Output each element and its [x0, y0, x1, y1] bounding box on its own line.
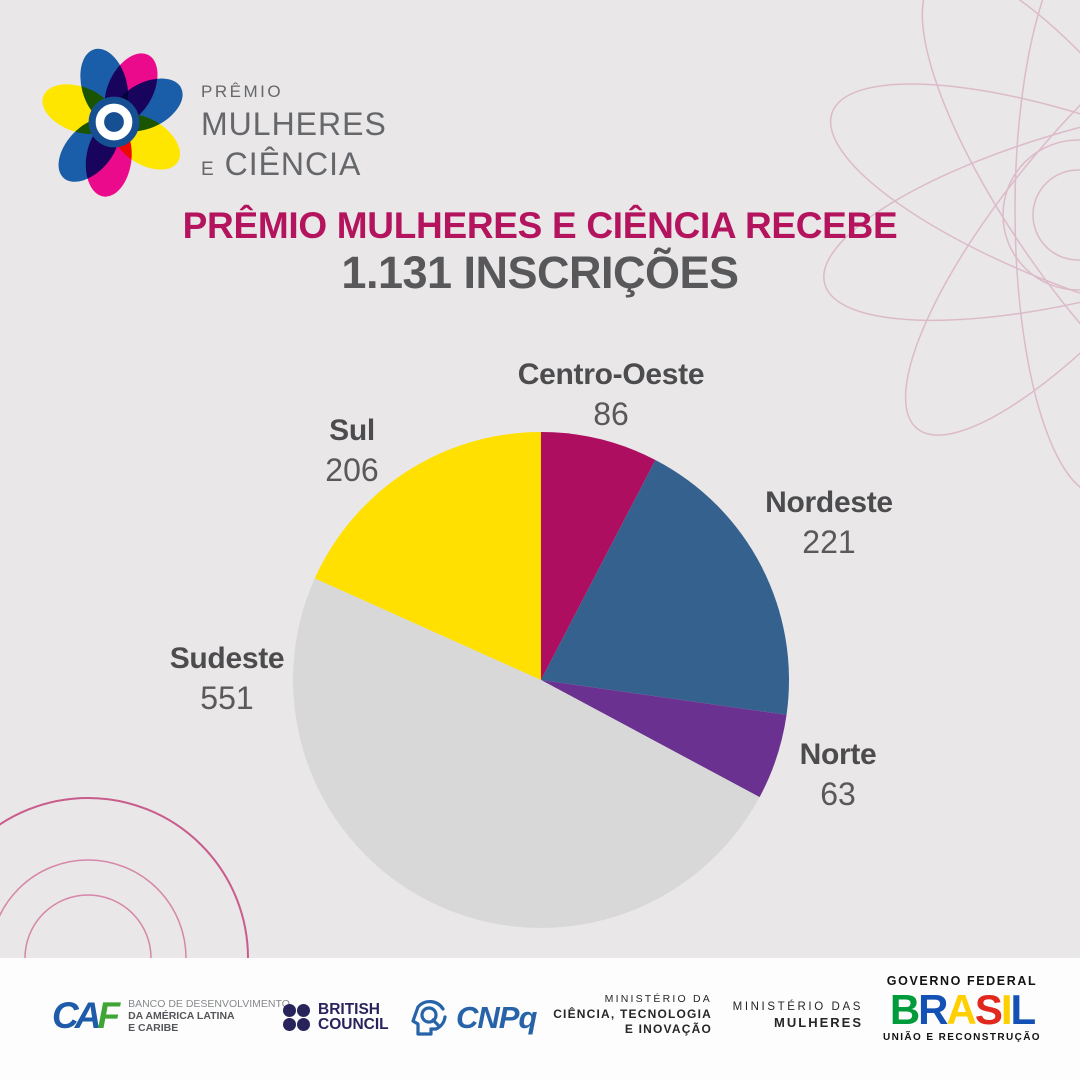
logo-line-mulheres: MULHERES: [201, 106, 387, 142]
award-flower-logo-icon: [42, 48, 183, 197]
caf-logo: CAF BANCO DE DESENVOLVIMENTO DA AMÉRICA …: [52, 995, 290, 1036]
british-council-dots-icon: [283, 1004, 311, 1031]
award-logo-text: PRÊMIO MULHERES E CIÊNCIA: [201, 82, 387, 183]
caf-wordmark: CAF: [52, 995, 120, 1036]
caf-letter: A: [74, 995, 102, 1036]
headline: PRÊMIO MULHERES E CIÊNCIA RECEBE 1.131 I…: [0, 204, 1080, 298]
pie-label-value: 63: [820, 776, 856, 812]
british-council-line: COUNCIL: [318, 1015, 389, 1033]
brasil-letter: A: [946, 986, 977, 1033]
pie-label-value: 206: [325, 452, 379, 488]
cnpq-head-icon: [411, 999, 447, 1036]
headline-line1: PRÊMIO MULHERES E CIÊNCIA RECEBE: [182, 205, 898, 246]
pie-label-value: 551: [200, 680, 254, 716]
pie-slice-sul: [314, 432, 541, 680]
caf-line: BANCO DE DESENVOLVIMENTO: [128, 998, 290, 1010]
ministerio-mulheres-line: MINISTÉRIO DAS: [732, 1001, 863, 1013]
caf-letter: F: [97, 995, 120, 1036]
logo-line-ciencia: E CIÊNCIA: [201, 146, 387, 183]
pie-label-value: 221: [802, 524, 856, 560]
ministerio-mulheres-logo: MINISTÉRIO DAS MULHERES: [733, 1000, 863, 1031]
governo-federal-top: GOVERNO FEDERAL: [886, 974, 1038, 988]
cnpq-logo: CNPq: [408, 996, 537, 1040]
british-council-logo: BRITISH COUNCIL: [283, 1001, 389, 1033]
brasil-letter: L: [1010, 986, 1037, 1033]
pie-slice-nordeste: [541, 459, 790, 715]
caf-letter: C: [52, 995, 79, 1036]
cnpq-wordmark: CNPq: [456, 1000, 537, 1035]
brasil-letter: R: [918, 986, 948, 1033]
caf-line: DA AMÉRICA LATINA: [128, 1010, 235, 1022]
logo-line-ciencia-word: CIÊNCIA: [224, 146, 362, 182]
pie-label-value: 86: [593, 396, 629, 432]
pie-label-name: Centro-Oeste: [517, 358, 705, 391]
ministerio-mulheres-line: MULHERES: [774, 1015, 863, 1030]
pie-label-sul: Sul 206: [212, 414, 492, 489]
pie-label-name: Sudeste: [169, 642, 285, 675]
british-council-text: BRITISH COUNCIL: [318, 1001, 389, 1033]
pie-slice-norte: [541, 680, 787, 798]
headline-line2: 1.131 INSCRIÇÕES: [341, 247, 739, 298]
mcti-line: E INOVAÇÃO: [624, 1022, 712, 1036]
pie-label-sudeste: Sudeste 551: [87, 642, 367, 717]
logo-line-premio: PRÊMIO: [201, 82, 284, 101]
pie-label-nordeste: Nordeste 221: [689, 486, 969, 561]
brasil-letter: S: [974, 986, 1003, 1033]
brasil-letter: I: [1000, 986, 1013, 1033]
pie-slice-centro-oeste: [541, 432, 656, 680]
decorative-flower-outline: [823, 0, 1080, 496]
pie-label-name: Norte: [799, 738, 877, 771]
mcti-line: CIÊNCIA, TECNOLOGIA: [553, 1007, 712, 1021]
pie-label-name: Sul: [329, 414, 375, 447]
logo-line-ciencia-prefix: E: [201, 159, 215, 180]
brasil-wordmark: BRASIL: [882, 988, 1042, 1032]
governo-federal-bottom: UNIÃO E RECONSTRUÇÃO: [882, 1032, 1041, 1043]
mcti-line: MINISTÉRIO DA: [604, 993, 712, 1005]
caf-description: BANCO DE DESENVOLVIMENTO DA AMÉRICA LATI…: [128, 998, 290, 1034]
mcti-logo: MINISTÉRIO DA CIÊNCIA, TECNOLOGIA E INOV…: [553, 992, 712, 1037]
pie-slice-sudeste: [293, 578, 760, 928]
governo-federal-logo: GOVERNO FEDERAL BRASIL UNIÃO E RECONSTRU…: [882, 974, 1042, 1043]
pie-label-centro-oeste: Centro-Oeste 86: [471, 358, 751, 433]
footer-partner-bar: CAF BANCO DE DESENVOLVIMENTO DA AMÉRICA …: [0, 958, 1080, 1080]
pie-chart: [293, 432, 790, 928]
british-council-line: BRITISH: [318, 1001, 380, 1018]
pie-label-name: Nordeste: [765, 486, 893, 519]
caf-line: E CARIBE: [128, 1022, 179, 1034]
brasil-letter: B: [889, 986, 920, 1033]
pie-label-norte: Norte 63: [698, 738, 978, 813]
